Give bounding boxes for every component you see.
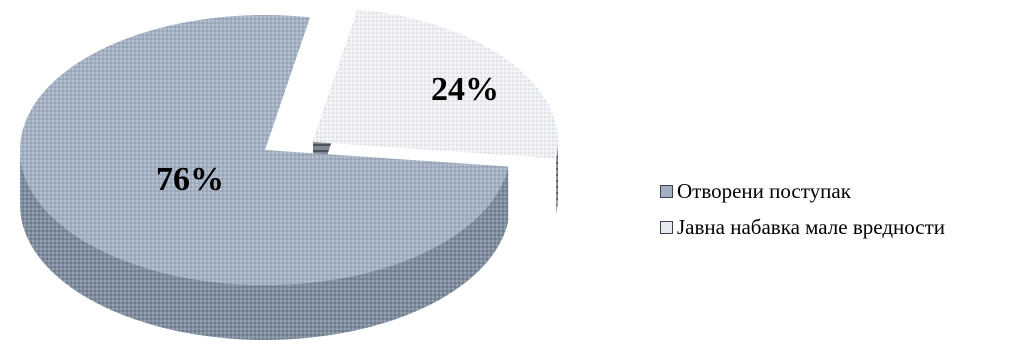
legend-item[interactable]: Јавна набавка мале вредности bbox=[660, 212, 1035, 242]
pie-slice-top bbox=[313, 9, 559, 159]
legend: Отворени поступак Јавна набавка мале вре… bbox=[660, 176, 1035, 248]
legend-swatch-icon bbox=[660, 184, 673, 198]
legend-item[interactable]: Отворени поступак bbox=[660, 176, 1035, 206]
data-label-1: 24% bbox=[431, 71, 499, 108]
legend-label: Јавна набавка мале вредности bbox=[677, 214, 945, 239]
data-label-0: 76% bbox=[156, 161, 224, 198]
pie-plot-area: 76% 24% bbox=[19, 9, 559, 340]
pie-slice-0[interactable] bbox=[19, 15, 509, 340]
pie-slice-side bbox=[20, 150, 509, 340]
legend-swatch-icon bbox=[660, 220, 673, 234]
legend-label: Отворени поступак bbox=[677, 178, 851, 203]
pie-slice-side bbox=[556, 142, 558, 214]
pie-slice-top bbox=[19, 15, 509, 286]
pie-slice-1[interactable] bbox=[313, 9, 559, 214]
